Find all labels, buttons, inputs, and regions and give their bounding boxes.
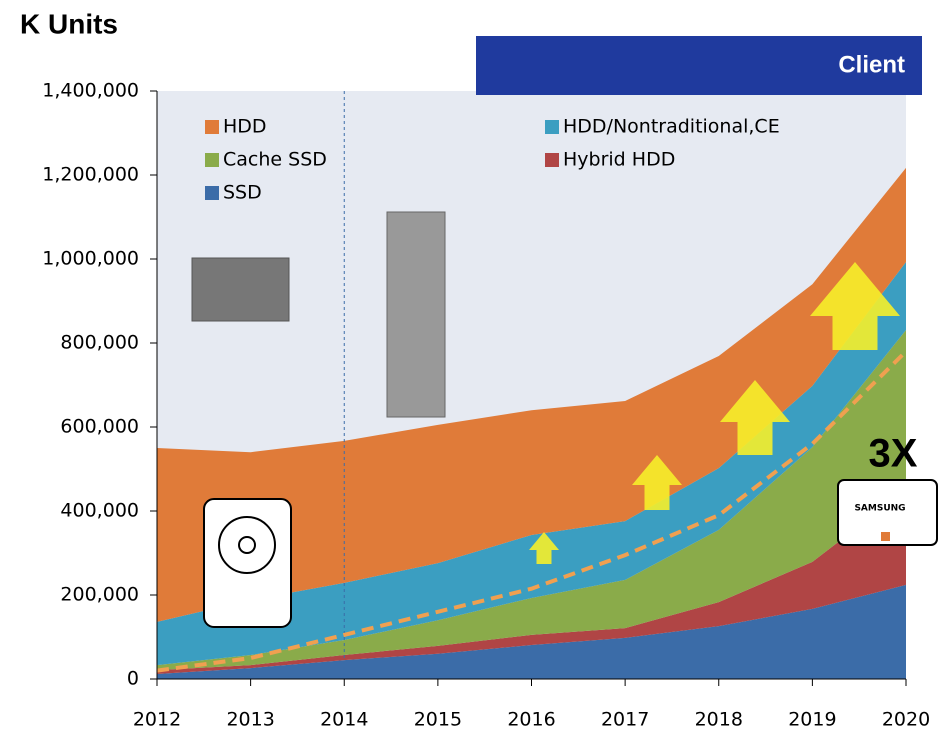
y-tick-label: 1,400,000 (42, 80, 139, 102)
legend-swatch (205, 120, 219, 134)
hdd-icon (204, 499, 291, 627)
chip-image (387, 212, 445, 417)
x-tick-label: 2018 (695, 709, 743, 731)
y-tick-label: 200,000 (60, 584, 139, 606)
x-tick-label: 2017 (601, 709, 649, 731)
y-tick-label: 600,000 (60, 416, 139, 438)
x-tick-label: 2020 (882, 709, 930, 731)
chart-title: K Units (20, 8, 118, 39)
legend-swatch (545, 153, 559, 167)
legend-label: HDD (223, 116, 267, 138)
y-tick-label: 1,000,000 (42, 248, 139, 270)
x-tick-label: 2014 (320, 709, 368, 731)
legend-label: SSD (223, 182, 262, 204)
y-tick-label: 0 (127, 668, 139, 690)
legend-swatch (205, 153, 219, 167)
brand: SAMSUNG (854, 504, 905, 514)
legend-label: Cache SSD (223, 149, 327, 171)
x-tick-label: 2015 (414, 709, 462, 731)
chip-image (192, 258, 289, 321)
x-tick-label: 2012 (133, 709, 181, 731)
legend-label: HDD/Nontraditional,CE (563, 116, 780, 138)
annotation: 3X (869, 432, 918, 476)
x-tick-label: 2013 (226, 709, 274, 731)
badge: Client (838, 51, 905, 78)
legend-swatch (205, 186, 219, 200)
legend-swatch (545, 120, 559, 134)
ssd-icon (881, 532, 890, 541)
y-tick-label: 400,000 (60, 500, 139, 522)
y-tick-label: 1,200,000 (42, 164, 139, 186)
x-tick-label: 2019 (788, 709, 836, 731)
legend-label: Hybrid HDD (563, 149, 675, 171)
chart: K Units Client 0 200,000 400,000 600,000 800… (0, 0, 939, 746)
y-tick-label: 800,000 (60, 332, 139, 354)
x-tick-label: 2016 (507, 709, 555, 731)
